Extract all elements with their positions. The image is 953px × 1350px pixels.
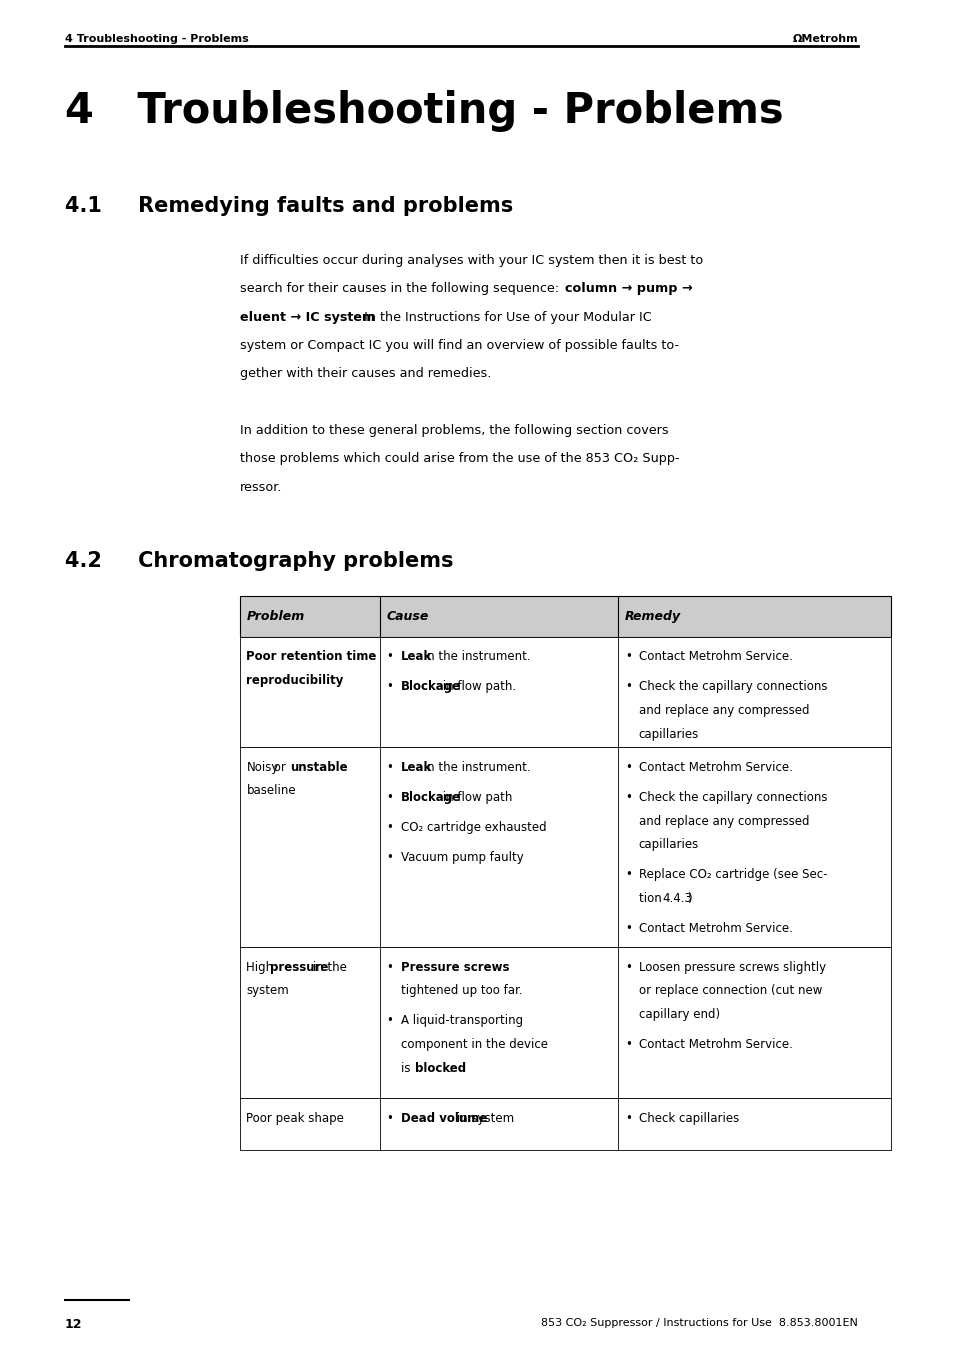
Text: Contact Metrohm Service.: Contact Metrohm Service. — [638, 1038, 792, 1052]
Text: Check the capillary connections: Check the capillary connections — [638, 680, 826, 694]
Text: Contact Metrohm Service.: Contact Metrohm Service. — [638, 761, 792, 774]
Text: •: • — [624, 761, 631, 774]
Text: ressor.: ressor. — [240, 481, 282, 494]
Text: those problems which could arise from the use of the 853 CO₂ Supp-: those problems which could arise from th… — [240, 452, 679, 466]
Text: •: • — [624, 922, 631, 936]
Text: A liquid-transporting: A liquid-transporting — [400, 1014, 522, 1027]
Text: . In the Instructions for Use of your Modular IC: . In the Instructions for Use of your Mo… — [355, 310, 651, 324]
Text: •: • — [386, 961, 394, 973]
Text: •: • — [386, 791, 394, 805]
Text: or: or — [270, 761, 290, 774]
Text: in system: in system — [453, 1112, 514, 1125]
Bar — [240, 748, 890, 948]
Text: •: • — [386, 1014, 394, 1027]
Text: •: • — [624, 791, 631, 805]
Text: reproducibility: reproducibility — [246, 674, 343, 687]
Text: Blockage: Blockage — [400, 791, 460, 805]
Text: •: • — [386, 680, 394, 694]
Text: Vacuum pump faulty: Vacuum pump faulty — [400, 852, 523, 864]
Text: Check the capillary connections: Check the capillary connections — [638, 791, 826, 805]
Text: gether with their causes and remedies.: gether with their causes and remedies. — [240, 367, 491, 381]
Text: High: High — [246, 961, 277, 973]
Text: capillary end): capillary end) — [638, 1007, 720, 1021]
Text: Problem: Problem — [246, 610, 304, 622]
Text: component in the device: component in the device — [400, 1038, 547, 1052]
Text: Check capillaries: Check capillaries — [638, 1112, 739, 1125]
Text: 4.1     Remedying faults and problems: 4.1 Remedying faults and problems — [65, 196, 513, 216]
Text: Replace CO₂ cartridge (see Sec-: Replace CO₂ cartridge (see Sec- — [638, 868, 826, 882]
Text: •: • — [386, 821, 394, 834]
Text: Loosen pressure screws slightly: Loosen pressure screws slightly — [638, 961, 825, 973]
Text: Poor retention time: Poor retention time — [246, 651, 376, 663]
Text: ΩMetrohm: ΩMetrohm — [792, 34, 858, 43]
Bar — [240, 637, 890, 748]
Text: 4.4.3: 4.4.3 — [662, 892, 692, 904]
Text: Dead volume: Dead volume — [400, 1112, 486, 1125]
Text: column → pump →: column → pump → — [564, 282, 692, 296]
Bar — [240, 948, 890, 1099]
Text: •: • — [386, 651, 394, 663]
Text: Noisy: Noisy — [246, 761, 278, 774]
Text: in the instrument.: in the instrument. — [419, 761, 530, 774]
Text: .: . — [448, 1061, 452, 1075]
Text: Cause: Cause — [386, 610, 429, 622]
Text: tion: tion — [638, 892, 664, 904]
Bar — [240, 597, 890, 637]
Text: and replace any compressed: and replace any compressed — [638, 703, 808, 717]
Text: CO₂ cartridge exhausted: CO₂ cartridge exhausted — [400, 821, 546, 834]
Text: Contact Metrohm Service.: Contact Metrohm Service. — [638, 651, 792, 663]
Text: •: • — [624, 868, 631, 882]
Text: system: system — [246, 984, 289, 998]
Text: Remedy: Remedy — [624, 610, 680, 622]
Text: 4   Troubleshooting - Problems: 4 Troubleshooting - Problems — [65, 90, 782, 132]
Text: Leak: Leak — [400, 761, 432, 774]
Text: in flow path: in flow path — [438, 791, 512, 805]
Text: •: • — [624, 651, 631, 663]
Text: blocked: blocked — [415, 1061, 466, 1075]
Text: •: • — [624, 961, 631, 973]
Text: If difficulties occur during analyses with your IC system then it is best to: If difficulties occur during analyses wi… — [240, 254, 702, 267]
Text: baseline: baseline — [246, 784, 295, 798]
Text: Leak: Leak — [400, 651, 432, 663]
Text: 12: 12 — [65, 1318, 82, 1331]
Bar — [240, 1099, 890, 1150]
Text: or replace connection (cut new: or replace connection (cut new — [638, 984, 821, 998]
Text: Blockage: Blockage — [400, 680, 460, 694]
Text: is: is — [400, 1061, 414, 1075]
Text: •: • — [624, 680, 631, 694]
Text: tightened up too far.: tightened up too far. — [400, 984, 521, 998]
Text: Poor peak shape: Poor peak shape — [246, 1112, 344, 1125]
Text: capillaries: capillaries — [638, 728, 699, 741]
Text: capillaries: capillaries — [638, 838, 699, 852]
Text: •: • — [624, 1038, 631, 1052]
Text: eluent → IC system: eluent → IC system — [240, 310, 375, 324]
Text: Pressure screws: Pressure screws — [400, 961, 509, 973]
Text: in the: in the — [309, 961, 346, 973]
Text: Contact Metrohm Service.: Contact Metrohm Service. — [638, 922, 792, 936]
Text: 853 CO₂ Suppressor / Instructions for Use  8.853.8001EN: 853 CO₂ Suppressor / Instructions for Us… — [541, 1318, 858, 1327]
Text: •: • — [624, 1112, 631, 1125]
Text: •: • — [386, 761, 394, 774]
Text: •: • — [386, 1112, 394, 1125]
Text: unstable: unstable — [290, 761, 347, 774]
Text: 4 Troubleshooting - Problems: 4 Troubleshooting - Problems — [65, 34, 248, 43]
Text: system or Compact IC you will find an overview of possible faults to-: system or Compact IC you will find an ov… — [240, 339, 679, 352]
Text: search for their causes in the following sequence:: search for their causes in the following… — [240, 282, 562, 296]
Text: pressure: pressure — [270, 961, 329, 973]
Text: •: • — [386, 852, 394, 864]
Text: 4.2     Chromatography problems: 4.2 Chromatography problems — [65, 551, 453, 571]
Text: ): ) — [686, 892, 691, 904]
Text: and replace any compressed: and replace any compressed — [638, 814, 808, 828]
Text: In addition to these general problems, the following section covers: In addition to these general problems, t… — [240, 424, 668, 437]
Text: in flow path.: in flow path. — [438, 680, 516, 694]
Text: in the instrument.: in the instrument. — [419, 651, 530, 663]
